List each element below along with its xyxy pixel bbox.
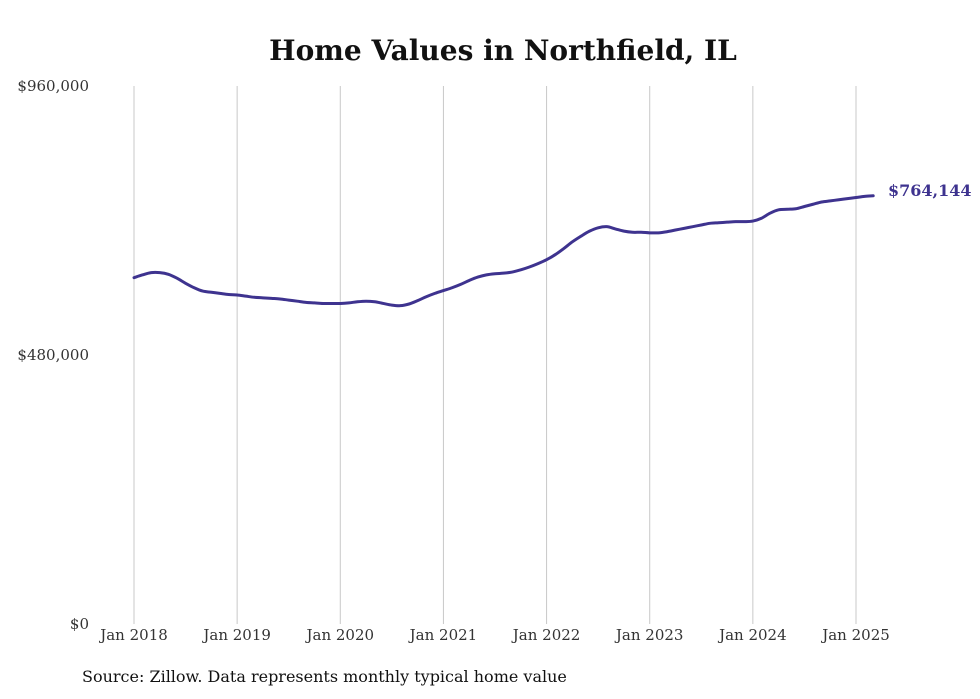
grid-layer xyxy=(133,86,857,624)
series-layer xyxy=(132,194,875,308)
x-tick-label: Jan 2023 xyxy=(614,626,684,644)
y-axis-ticks: $0 $480,000 $960,000 xyxy=(17,77,89,633)
x-tick-label: Jan 2020 xyxy=(305,626,375,644)
x-tick-label: Jan 2021 xyxy=(408,626,478,644)
x-tick-label: Jan 2022 xyxy=(511,626,581,644)
x-tick-label: Jan 2018 xyxy=(98,626,168,644)
chart-title: Home Values in Northfield, IL xyxy=(269,34,737,67)
x-tick-label: Jan 2019 xyxy=(201,626,271,644)
x-axis-ticks: Jan 2018 Jan 2019 Jan 2020 Jan 2021 Jan 2022… xyxy=(98,626,890,644)
end-value-label: $764,144 xyxy=(888,181,972,200)
y-tick-label: $960,000 xyxy=(17,77,89,95)
home-value-line xyxy=(132,194,875,308)
y-tick-label: $0 xyxy=(70,615,89,633)
source-note: Source: Zillow. Data represents monthly … xyxy=(82,667,567,686)
x-tick-label: Jan 2024 xyxy=(717,626,787,644)
y-tick-label: $480,000 xyxy=(17,346,89,364)
x-tick-label: Jan 2025 xyxy=(820,626,890,644)
